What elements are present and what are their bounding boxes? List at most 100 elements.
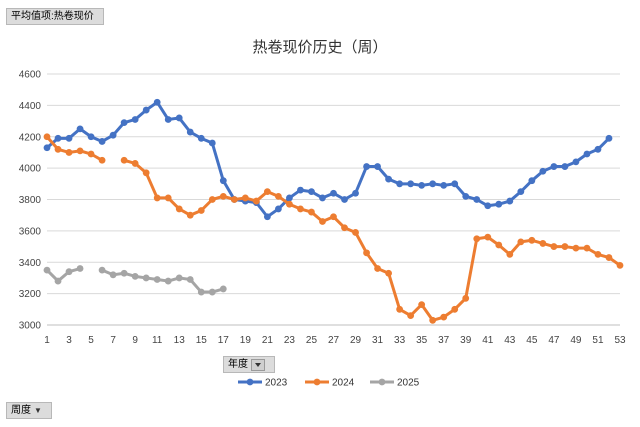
data-point <box>517 188 525 196</box>
data-point <box>54 145 62 153</box>
series-line <box>45 267 82 283</box>
x-tick-label: 33 <box>394 335 406 346</box>
data-point <box>495 241 503 249</box>
data-point <box>528 177 536 185</box>
x-tick-label: 51 <box>592 335 604 346</box>
data-point <box>374 163 381 170</box>
data-point <box>506 197 514 205</box>
data-point <box>175 205 183 213</box>
data-point <box>65 149 73 156</box>
x-tick-label: 17 <box>218 335 230 346</box>
value-field-button[interactable]: 平均值项:热卷现价 <box>6 8 104 25</box>
year-filter-button[interactable]: 年度 <box>223 356 275 373</box>
week-filter-label: 周度 <box>11 404 31 416</box>
y-tick-label: 4000 <box>19 164 42 175</box>
data-point <box>583 244 591 252</box>
data-point <box>120 119 128 127</box>
x-tick-label: 53 <box>614 335 626 346</box>
data-point <box>186 211 194 219</box>
data-point <box>561 163 569 170</box>
data-point <box>43 266 51 274</box>
data-point <box>175 114 183 122</box>
data-point <box>186 276 194 283</box>
data-point <box>583 150 591 158</box>
data-point <box>594 251 602 258</box>
data-point <box>363 163 370 170</box>
data-point <box>473 235 481 243</box>
data-point <box>197 134 205 142</box>
data-point <box>65 134 73 142</box>
data-point <box>87 150 95 158</box>
series-group <box>43 98 624 324</box>
data-point <box>197 288 205 296</box>
data-point <box>98 138 106 145</box>
data-point <box>98 156 106 164</box>
data-point <box>208 288 216 296</box>
data-point <box>76 147 84 155</box>
x-tick-label: 9 <box>132 335 138 346</box>
data-point <box>539 167 547 175</box>
data-point <box>451 180 459 188</box>
data-point <box>330 189 337 197</box>
x-tick-label: 41 <box>482 335 494 346</box>
data-point <box>109 271 117 279</box>
legend-item: 2024 <box>305 378 355 389</box>
legend-marker <box>246 378 254 386</box>
data-point <box>594 145 602 153</box>
x-tick-label: 13 <box>174 335 186 346</box>
data-point <box>418 181 426 189</box>
x-tick-label: 5 <box>88 335 94 346</box>
series-line <box>45 100 611 219</box>
data-point <box>484 233 492 241</box>
data-point <box>263 213 271 221</box>
data-point <box>616 261 624 269</box>
data-point <box>252 197 260 205</box>
data-point <box>109 131 117 139</box>
data-point <box>219 192 227 200</box>
filter-dropdown-icon[interactable] <box>251 358 265 371</box>
data-point <box>550 163 558 170</box>
gridlines <box>47 73 620 326</box>
data-point <box>440 313 448 321</box>
data-point <box>275 205 282 213</box>
data-point <box>153 194 161 202</box>
legend-marker <box>378 378 386 386</box>
x-tick-label: 37 <box>438 335 450 346</box>
data-point <box>186 128 194 136</box>
data-point <box>341 224 348 232</box>
x-tick-label: 1 <box>44 335 50 346</box>
series-2023 <box>43 98 613 221</box>
series-2024 <box>43 133 624 324</box>
data-point <box>495 200 503 208</box>
data-point <box>330 213 337 221</box>
data-point <box>352 189 359 197</box>
data-point <box>175 274 183 282</box>
series-2025 <box>43 265 227 296</box>
data-point <box>153 276 161 283</box>
value-field-label: 平均值项:热卷现价 <box>11 10 94 22</box>
y-tick-label: 3600 <box>19 226 42 237</box>
data-point <box>385 175 392 183</box>
data-point <box>374 265 381 272</box>
data-point <box>484 202 492 210</box>
y-tick-labels: 3000 3200 3400 3600 3800 4000 4200 4400 4600 <box>19 70 42 332</box>
week-filter-button[interactable]: 周度 ▼ <box>6 402 52 419</box>
data-point <box>153 98 161 106</box>
data-point <box>263 188 271 196</box>
data-point <box>363 249 370 257</box>
data-point <box>164 277 172 285</box>
data-point <box>120 269 128 277</box>
data-point <box>440 181 448 189</box>
data-point <box>539 240 547 247</box>
y-tick-label: 4600 <box>19 70 42 81</box>
x-tick-labels: 1 3 5 7 9 11 13 15 17 19 21 23 25 27 29 31 33 35 37 39 41 43 4… <box>44 335 626 346</box>
x-tick-label: 27 <box>328 335 340 346</box>
data-point <box>550 243 558 250</box>
data-point <box>396 305 404 313</box>
data-point <box>76 265 84 272</box>
data-point <box>142 106 150 114</box>
data-point <box>429 180 437 188</box>
data-point <box>230 196 238 203</box>
data-point <box>43 144 51 152</box>
y-tick-label: 4400 <box>19 101 42 112</box>
